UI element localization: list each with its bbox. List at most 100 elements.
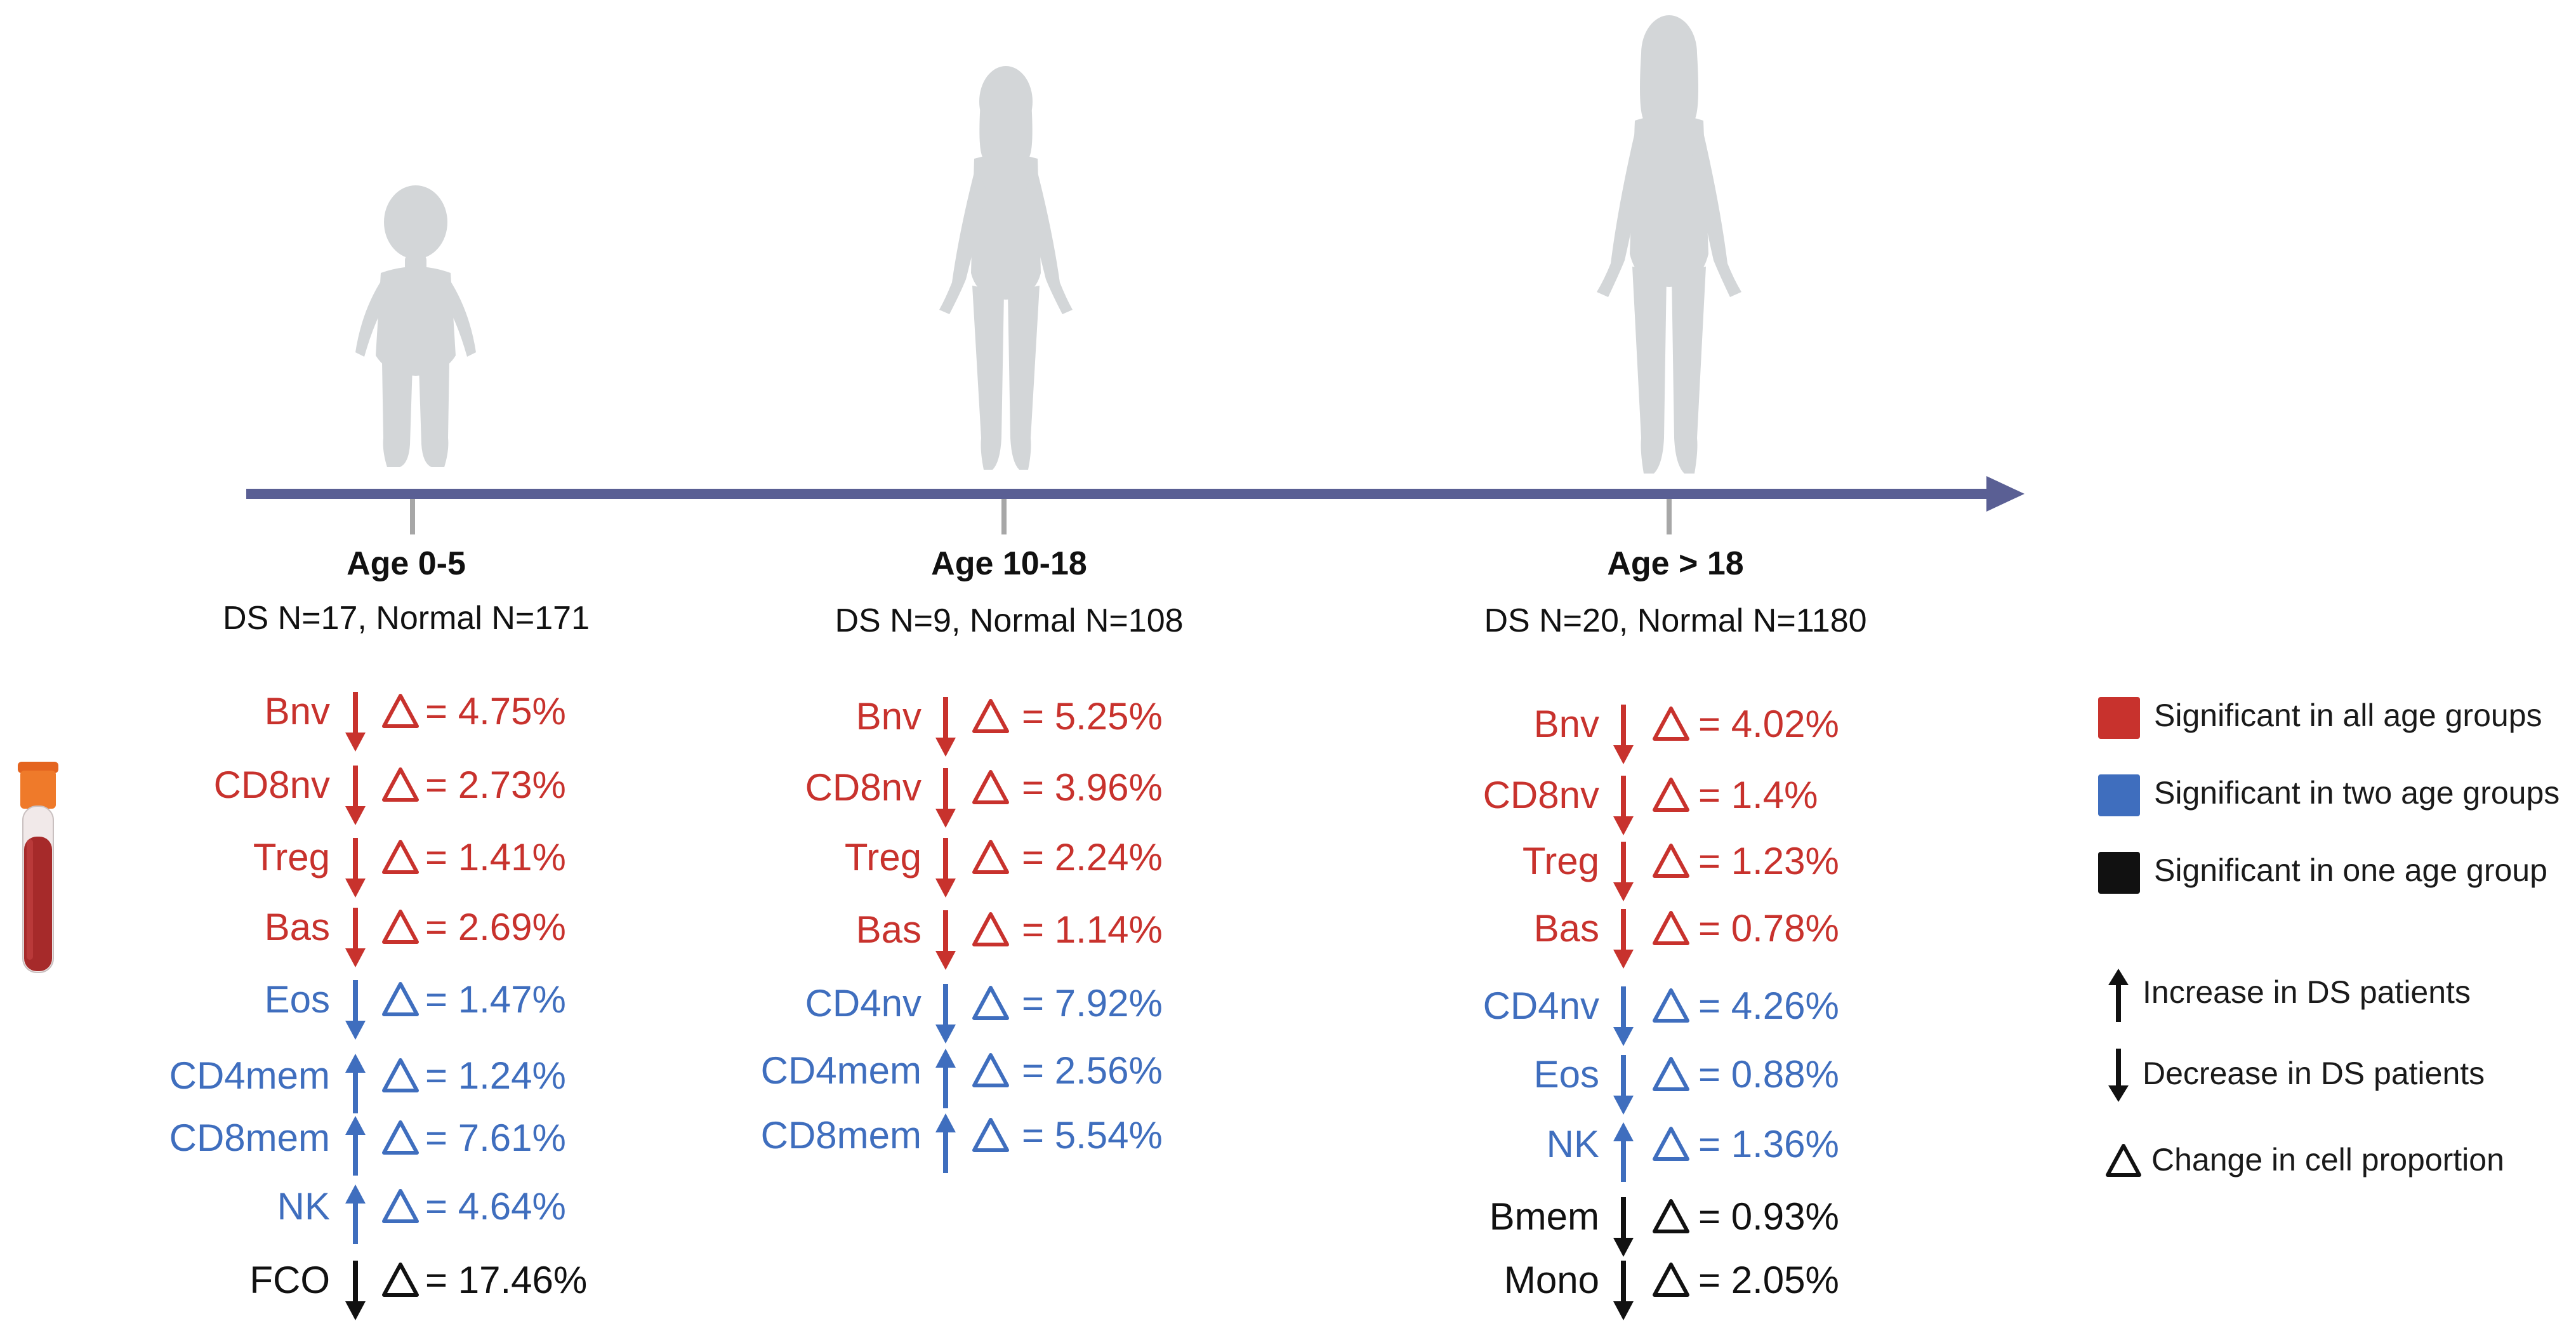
legend-blue-label: Significant in two age groups xyxy=(2154,775,2560,811)
cell-type-label: Bas xyxy=(264,906,330,948)
result-row: Bas = 2.69% xyxy=(0,899,2576,969)
delta-icon xyxy=(381,1056,420,1094)
age-group-1-sample-sizes: DS N=17, Normal N=171 xyxy=(222,600,590,637)
cell-type-label: Eos xyxy=(264,978,330,1021)
cell-type-label: Bnv xyxy=(1533,703,1599,745)
cell-type-label: Mono xyxy=(1503,1259,1599,1301)
delta-icon xyxy=(1651,1125,1691,1163)
change-value: = 17.46% xyxy=(425,1259,588,1301)
delta-icon xyxy=(1651,1055,1691,1093)
change-value: = 1.47% xyxy=(425,978,566,1021)
decrease-arrow-icon xyxy=(1609,1049,1637,1118)
change-value: = 0.93% xyxy=(1698,1195,1839,1238)
legend-down-arrow-icon xyxy=(2108,1049,2129,1102)
cell-type-label: CD4nv xyxy=(1483,985,1599,1027)
cell-type-label: CD8nv xyxy=(213,764,330,806)
decrease-arrow-icon xyxy=(341,759,369,829)
decrease-arrow-icon xyxy=(341,901,369,971)
result-row: Treg = 1.23% xyxy=(0,833,2576,903)
increase-arrow-icon xyxy=(1609,1118,1637,1188)
change-value: = 2.05% xyxy=(1698,1259,1839,1301)
legend-decrease-label: Decrease in DS patients xyxy=(2143,1056,2485,1091)
delta-icon xyxy=(381,1261,420,1299)
legend-change-label: Change in cell proportion xyxy=(2151,1142,2504,1177)
change-value: = 7.92% xyxy=(1022,982,1163,1025)
decrease-arrow-icon xyxy=(932,978,960,1047)
result-row: Bnv = 5.25% xyxy=(0,688,2576,758)
legend-delta-icon xyxy=(2106,1144,2141,1177)
decrease-arrow-icon xyxy=(1609,769,1637,839)
cell-type-label: CD4mem xyxy=(760,1049,921,1092)
delta-icon xyxy=(971,1051,1010,1089)
legend-up-arrow-icon xyxy=(2108,969,2129,1022)
delta-icon xyxy=(381,766,420,804)
change-value: = 5.25% xyxy=(1022,695,1163,738)
result-row: CD8nv = 1.4% xyxy=(0,767,2576,837)
legend-black-swatch xyxy=(2098,852,2140,894)
result-row: CD4mem = 1.24% xyxy=(0,1047,2576,1117)
delta-icon xyxy=(1651,1197,1691,1235)
result-row: CD4nv = 7.92% xyxy=(0,975,2576,1045)
decrease-arrow-icon xyxy=(1609,980,1637,1050)
change-value: = 2.69% xyxy=(425,906,566,948)
change-value: = 5.54% xyxy=(1022,1114,1163,1157)
legend-red-label: Significant in all age groups xyxy=(2154,698,2542,733)
age-group-2-sample-sizes: DS N=9, Normal N=108 xyxy=(835,602,1184,639)
result-row: Bnv = 4.75% xyxy=(0,683,2576,753)
decrease-arrow-icon xyxy=(341,832,369,901)
result-row: FCO = 17.46% xyxy=(0,1252,2576,1322)
increase-arrow-icon xyxy=(341,1050,369,1120)
delta-icon xyxy=(1651,986,1691,1025)
result-row: CD8nv = 2.73% xyxy=(0,757,2576,826)
change-value: = 1.23% xyxy=(1698,840,1839,882)
cell-type-label: NK xyxy=(1546,1123,1599,1165)
result-row: Eos = 1.47% xyxy=(0,971,2576,1041)
cell-type-label: Bnv xyxy=(855,695,921,738)
result-row: Bas = 0.78% xyxy=(0,900,2576,970)
result-row: Bas = 1.14% xyxy=(0,901,2576,971)
change-value: = 4.26% xyxy=(1698,985,1839,1027)
age-group-3-title: Age > 18 xyxy=(1607,545,1744,582)
delta-icon xyxy=(1651,776,1691,814)
change-value: = 4.64% xyxy=(425,1185,566,1228)
delta-icon xyxy=(971,910,1010,948)
change-value: = 1.4% xyxy=(1698,774,1818,816)
delta-icon xyxy=(1651,842,1691,880)
cell-type-label: Treg xyxy=(1522,840,1599,882)
result-row: CD8mem = 5.54% xyxy=(0,1107,2576,1177)
age-timeline-axis xyxy=(246,476,2024,534)
increase-arrow-icon xyxy=(932,1045,960,1115)
decrease-arrow-icon xyxy=(341,686,369,755)
result-row: CD4mem = 2.56% xyxy=(0,1042,2576,1112)
decrease-arrow-icon xyxy=(341,974,369,1044)
decrease-arrow-icon xyxy=(1609,1191,1637,1261)
change-value: = 0.78% xyxy=(1698,907,1839,950)
change-value: = 4.02% xyxy=(1698,703,1839,745)
child-figure-icon xyxy=(355,185,476,467)
result-row: CD8mem = 7.61% xyxy=(0,1110,2576,1179)
result-row: CD8nv = 3.96% xyxy=(0,759,2576,829)
delta-icon xyxy=(381,908,420,946)
result-row: Bmem = 0.93% xyxy=(0,1188,2576,1258)
decrease-arrow-icon xyxy=(1609,835,1637,905)
change-value: = 0.88% xyxy=(1698,1053,1839,1096)
change-value: = 3.96% xyxy=(1022,766,1163,809)
delta-icon xyxy=(381,980,420,1018)
cell-type-label: Bas xyxy=(1533,907,1599,950)
result-row: NK = 1.36% xyxy=(0,1116,2576,1186)
cell-type-label: Bnv xyxy=(264,690,330,733)
increase-arrow-icon xyxy=(341,1181,369,1250)
legend-black-label: Significant in one age group xyxy=(2154,852,2547,888)
blood-tube-icon xyxy=(18,762,58,973)
cell-type-label: FCO xyxy=(249,1259,330,1301)
delta-icon xyxy=(971,1116,1010,1154)
change-value: = 1.14% xyxy=(1022,908,1163,951)
change-value: = 4.75% xyxy=(425,690,566,733)
delta-icon xyxy=(381,692,420,730)
increase-arrow-icon xyxy=(341,1112,369,1182)
cell-type-label: CD8nv xyxy=(805,766,921,809)
result-row: CD4nv = 4.26% xyxy=(0,978,2576,1047)
cell-type-label: CD8mem xyxy=(169,1117,330,1159)
result-row: NK = 4.64% xyxy=(0,1178,2576,1248)
